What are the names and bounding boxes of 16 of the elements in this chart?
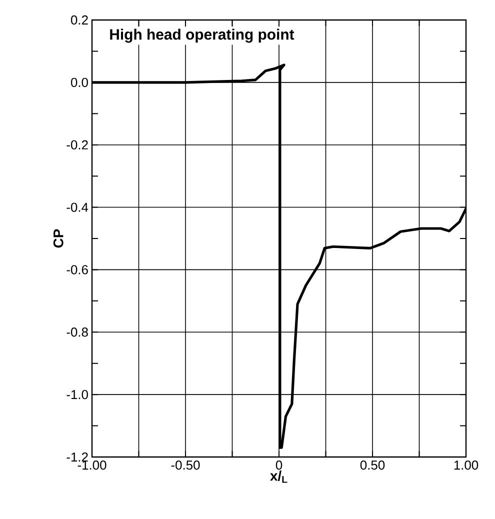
text: High head operating point xyxy=(110,28,294,43)
y-tick-label: -1.2 xyxy=(66,452,88,462)
x-tick-label: -0.50 xyxy=(171,460,200,470)
y-tick-label: -0.6 xyxy=(66,265,88,274)
x-tick-label: 0.50 xyxy=(360,460,385,470)
x-axis-title: x/$_{L}$ xyxy=(270,470,288,483)
x-tick-label: -1.00 xyxy=(78,460,106,470)
y-axis-title: CP xyxy=(53,229,64,248)
y-tick-label: -0.4 xyxy=(66,202,88,212)
x-tick-label: 1.00 xyxy=(454,460,478,470)
y-tick-label: -0.8 xyxy=(66,328,88,337)
x-tick-label: 0 xyxy=(276,460,282,470)
y-tick-label: -1.0 xyxy=(66,390,88,400)
y-tick-label: -0.2 xyxy=(66,140,88,150)
y-tick-label: 0.0 xyxy=(70,78,88,88)
y-tick-label: 0.2 xyxy=(70,15,88,25)
